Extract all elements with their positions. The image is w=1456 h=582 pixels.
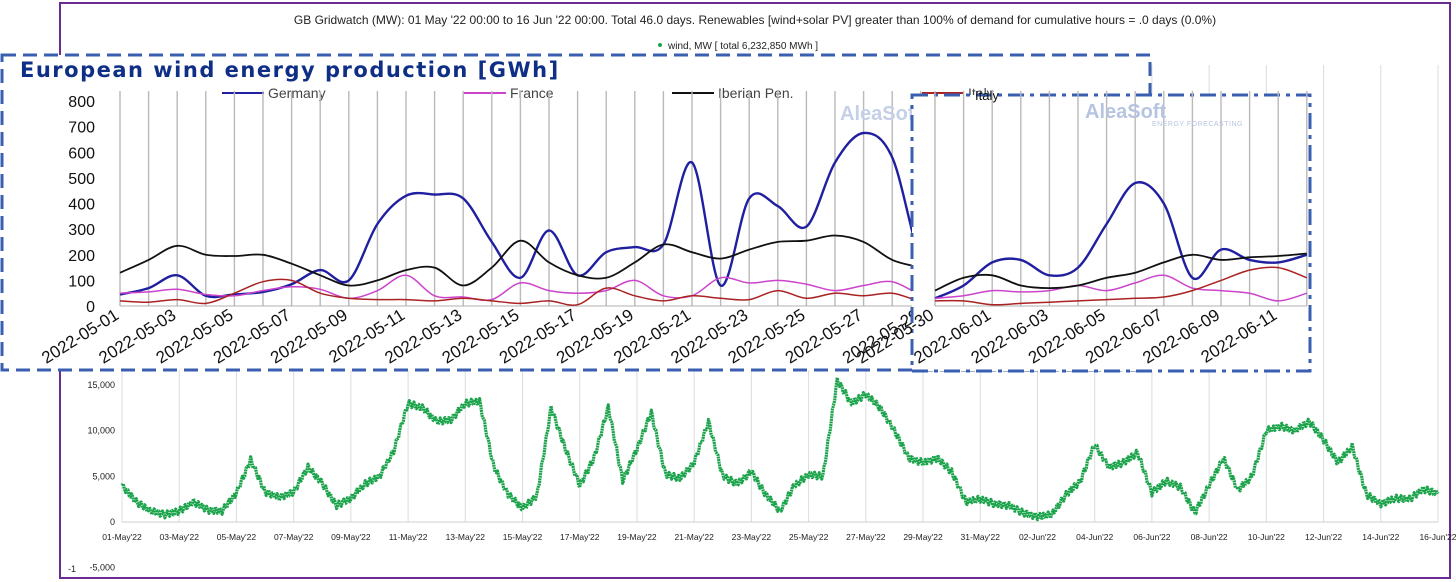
european-wind-june-line-france xyxy=(934,274,1308,302)
european-wind-legend-label: France xyxy=(510,85,554,101)
european-wind-y-tick-label: 0 xyxy=(86,299,95,316)
gridwatch-legend: wind, MW [ total 6,232,850 MWh ] xyxy=(658,41,818,52)
gridwatch-x-tick-label: 14-Jun'22 xyxy=(1362,532,1399,542)
european-wind-june-line-germany xyxy=(934,181,1308,300)
european-wind-june-watermark: AleaSoft xyxy=(1085,101,1166,123)
gridwatch-x-tick-label: 27-May'22 xyxy=(846,532,886,542)
european-wind-legend-label: Germany xyxy=(268,85,326,101)
gridwatch-legend-marker xyxy=(658,43,662,47)
european-wind-y-tick-label: 500 xyxy=(68,171,95,188)
gridwatch-x-tick-label: 19-May'22 xyxy=(617,532,657,542)
gridwatch-x-tick-label: 25-May'22 xyxy=(789,532,829,542)
european-wind-y-ticks: 0 100 200 300 400 500 600 700 800 xyxy=(68,94,95,316)
gridwatch-x-tick-label: 17-May'22 xyxy=(560,532,600,542)
european-wind-y-tick-label: 300 xyxy=(68,222,95,239)
gridwatch-extra-label: -1 xyxy=(68,564,76,574)
gridwatch-x-tick-label: 01-May'22 xyxy=(102,532,142,542)
european-wind-june-series xyxy=(934,181,1308,306)
gridwatch-y-tick-label: -5,000 xyxy=(89,563,115,573)
gridwatch-x-tick-label: 21-May'22 xyxy=(674,532,714,542)
european-wind-y-tick-label: 800 xyxy=(68,94,95,111)
european-wind-y-tick-label: 600 xyxy=(68,145,95,162)
gridwatch-x-tick-label: 04-Jun'22 xyxy=(1076,532,1113,542)
european-wind-legend-label: Iberian Pen. xyxy=(718,85,794,101)
gridwatch-x-tick-label: 07-May'22 xyxy=(274,532,314,542)
gridwatch-x-tick-label: 06-Jun'22 xyxy=(1133,532,1170,542)
gridwatch-wind-series xyxy=(120,376,1440,522)
european-wind-june-watermark-group: AleaSoft ENERGY FORECASTING xyxy=(1085,101,1243,128)
gridwatch-y-tick-label: 0 xyxy=(110,517,115,527)
gridwatch-x-tick-label: 10-Jun'22 xyxy=(1248,532,1285,542)
gridwatch-x-tick-label: 05-May'22 xyxy=(217,532,257,542)
gridwatch-x-tick-label: 23-May'22 xyxy=(732,532,772,542)
european-wind-june-chart: Italy AleaSoft ENERGY FORECASTING 2022-0… xyxy=(853,88,1312,373)
european-wind-y-tick-label: 400 xyxy=(68,197,95,214)
european-wind-june-gridlines xyxy=(934,91,1308,307)
european-wind-y-tick-label: 100 xyxy=(68,273,95,290)
european-wind-june-partial-legend: Italy xyxy=(975,88,999,103)
european-wind-june-line-italy xyxy=(934,266,1308,306)
european-wind-y-tick-label: 200 xyxy=(68,248,95,265)
gridwatch-y-tick-label: 10,000 xyxy=(87,426,115,436)
european-wind-line-germany xyxy=(119,131,951,299)
gridwatch-x-tick-label: 11-May'22 xyxy=(389,532,428,542)
european-wind-title: European wind energy production [GWh] xyxy=(20,58,560,82)
gridwatch-x-tick-label: 09-May'22 xyxy=(331,532,371,542)
european-wind-june-line-iberian-pen xyxy=(934,252,1307,292)
gridwatch-x-tick-label: 31-May'22 xyxy=(961,532,1001,542)
gridwatch-title: GB Gridwatch (MW): 01 May '22 00:00 to 1… xyxy=(294,13,1216,27)
gridwatch-y-ticks: -5,000 0 5,000 10,000 15,000 xyxy=(87,380,115,573)
gridwatch-x-tick-label: 03-May'22 xyxy=(160,532,200,542)
gridwatch-x-tick-label: 29-May'22 xyxy=(903,532,943,542)
gridwatch-x-tick-label: 08-Jun'22 xyxy=(1191,532,1228,542)
gridwatch-x-tick-label: 02-Jun'22 xyxy=(1019,532,1056,542)
european-wind-june-watermark-sub: ENERGY FORECASTING xyxy=(1152,121,1243,128)
european-wind-line-italy xyxy=(119,278,950,306)
gridwatch-x-tick-label: 15-May'22 xyxy=(503,532,543,542)
european-wind-line-iberian-pen xyxy=(119,234,950,287)
gridwatch-y-tick-label: 5,000 xyxy=(92,471,115,481)
gridwatch-x-tick-label: 13-May'22 xyxy=(446,532,486,542)
gridwatch-y-tick-label: 15,000 xyxy=(87,380,115,390)
gridwatch-x-tick-label: 12-Jun'22 xyxy=(1305,532,1342,542)
gridwatch-x-tick-label: 16-Jun'22 xyxy=(1419,532,1456,542)
european-wind-line-france xyxy=(119,274,950,302)
gridwatch-x-ticks: 01-May'22 03-May'22 05-May'22 07-May'22 09-M… xyxy=(102,532,1456,542)
gridwatch-legend-label: wind, MW [ total 6,232,850 MWh ] xyxy=(667,41,818,52)
gridwatch-wind-line xyxy=(120,376,1440,522)
european-wind-y-tick-label: 700 xyxy=(68,120,95,137)
european-wind-series xyxy=(119,131,951,306)
european-wind-june-frame xyxy=(910,93,1312,373)
european-wind-watermark: AleaSoft xyxy=(840,103,921,125)
